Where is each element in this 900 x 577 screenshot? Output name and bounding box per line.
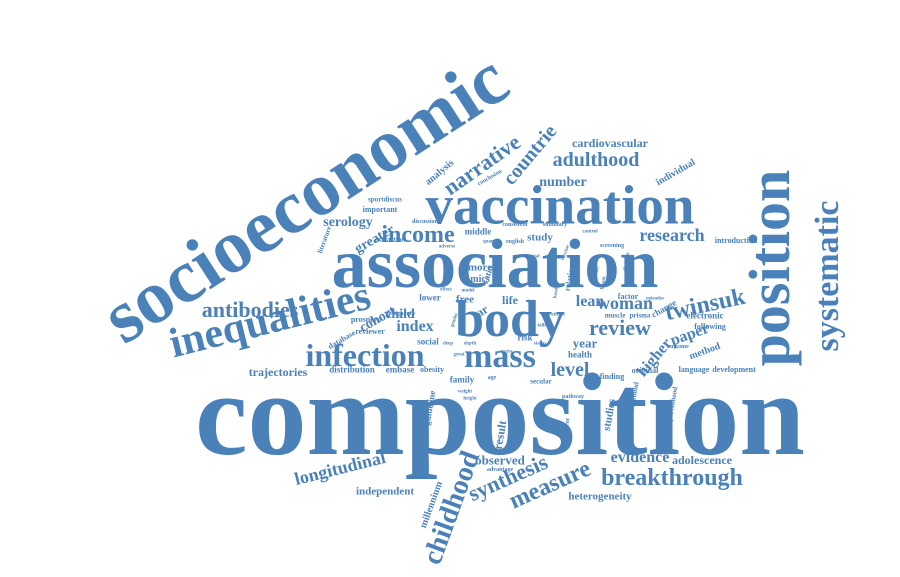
word-family: family xyxy=(449,374,475,385)
word-prospero: prospero xyxy=(350,315,382,324)
word-english: english xyxy=(505,239,525,245)
word-composition: composition xyxy=(195,349,805,480)
word-level: level xyxy=(550,359,590,381)
word-embase: embase xyxy=(385,364,415,375)
word-discussion: discussion xyxy=(411,219,439,225)
word-trajectories: trajectories xyxy=(248,365,308,379)
word-pathway: pathway xyxy=(561,394,585,400)
word-systematic: systematic xyxy=(809,200,846,352)
word-prisma: prisma xyxy=(629,311,651,320)
word-woman: woman xyxy=(596,293,654,313)
word-number: number xyxy=(539,175,587,190)
word-position: position xyxy=(737,169,802,367)
word-language: language xyxy=(678,365,710,374)
word-muscle: muscle xyxy=(604,311,626,320)
word-child: child xyxy=(385,307,415,322)
word-introduction: introduction xyxy=(714,236,758,245)
word-free: free xyxy=(455,293,475,306)
word-lean: lean xyxy=(575,293,605,310)
word-quantity: quantity xyxy=(482,239,502,245)
word-mics: mics xyxy=(470,274,490,285)
word-association: association xyxy=(331,226,659,303)
word-development: development xyxy=(712,365,756,374)
word-pregnancy: pregnancy xyxy=(388,311,416,317)
word-great: great xyxy=(453,352,465,358)
word-middle: middle xyxy=(464,226,492,237)
word-trial: trial xyxy=(530,254,540,260)
word-reviewer: reviewer xyxy=(355,327,385,336)
word-research: research xyxy=(639,225,705,245)
word-sportdiscus: sportdiscus xyxy=(368,195,402,204)
word-observed: observed xyxy=(475,452,525,468)
word-control: control xyxy=(582,229,598,235)
word-adolescence: adolescence xyxy=(672,453,732,467)
word-more: more xyxy=(467,261,493,274)
word-vaccination: vaccination xyxy=(425,174,695,236)
word-income: income xyxy=(381,222,455,248)
word-mass: mass xyxy=(464,338,536,375)
word-lower: lower xyxy=(419,292,441,303)
word-height: height xyxy=(463,396,477,402)
word-life: life xyxy=(502,293,518,307)
word-cardiovascular: cardiovascular xyxy=(572,136,648,150)
word-age: age xyxy=(487,375,497,381)
word-obesity: obesity xyxy=(420,365,444,374)
word-original: original xyxy=(631,366,659,375)
word-social: social xyxy=(417,336,439,347)
word-secular: secular xyxy=(530,377,552,386)
word-episodes: episodes xyxy=(646,296,664,302)
word-serology: serology xyxy=(323,215,373,230)
word-follow: follow xyxy=(537,323,551,329)
word-evidence: evidence xyxy=(610,449,670,466)
word-extraction: extraction xyxy=(374,235,406,244)
word-consistent: consistent xyxy=(502,222,528,228)
word-summary: summary xyxy=(542,222,568,228)
word-outcome: outcome xyxy=(667,344,689,350)
word-distribution: distribution xyxy=(329,364,375,375)
word-status: status xyxy=(533,341,547,347)
word-advantage: advantage xyxy=(486,467,514,473)
word-independent: independent xyxy=(355,485,415,498)
word-model: model xyxy=(461,288,475,294)
word-risk: risk xyxy=(517,332,533,343)
word-year: year xyxy=(572,335,598,351)
word-important: important xyxy=(362,205,398,214)
word-adverse: adverse xyxy=(438,244,456,250)
word-factor: factor xyxy=(617,292,639,301)
word-adulthood: adulthood xyxy=(552,149,640,171)
word-infection: infection xyxy=(305,337,425,373)
word-stratified: stratified xyxy=(545,312,565,318)
word-deep: deep xyxy=(443,341,453,347)
word-health: health xyxy=(567,349,593,360)
word-effect: effect xyxy=(440,287,452,293)
word-review: review xyxy=(589,315,651,340)
word-antibodies: antibodies xyxy=(201,297,299,322)
word-following: following xyxy=(694,322,726,331)
word-breakthrough: breakthrough xyxy=(601,465,743,491)
word-study: study xyxy=(527,231,553,244)
word-index: index xyxy=(396,318,434,335)
word-weight: weight xyxy=(457,389,473,395)
word-access: access xyxy=(499,349,513,355)
word-finding: finding xyxy=(599,372,625,381)
word-depth: depth xyxy=(463,341,477,347)
word-screening: screening xyxy=(599,243,625,249)
word-body: body xyxy=(455,291,565,348)
word-heterogeneity: heterogeneity xyxy=(568,490,632,503)
word-electronic: electronic xyxy=(686,310,724,321)
word-hic: hic xyxy=(528,300,536,306)
